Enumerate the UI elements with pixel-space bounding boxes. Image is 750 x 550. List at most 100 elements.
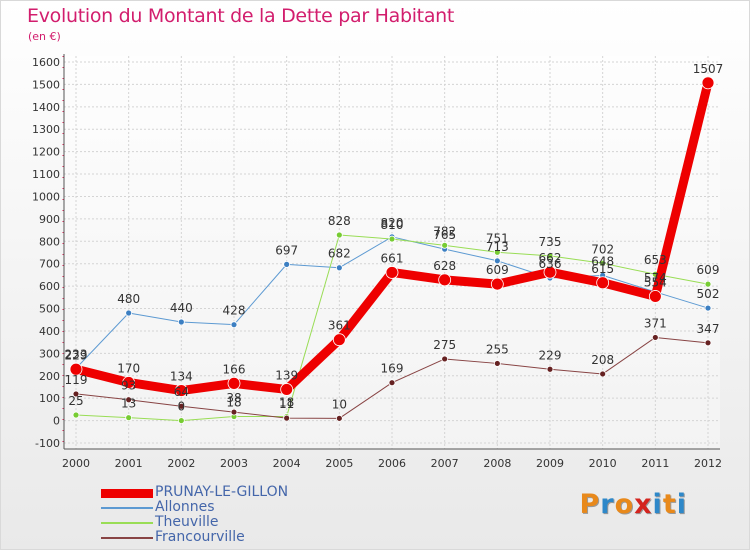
data-point-theuville (388, 235, 396, 243)
data-point-prunay-le-gillon (701, 76, 715, 90)
logo-letter: t (662, 489, 677, 520)
data-label-francourville: 255 (486, 342, 509, 356)
data-label-prunay-le-gillon: 1507 (693, 62, 724, 76)
y-tick-label: -100 (35, 437, 60, 450)
y-tick-label: 1000 (32, 190, 60, 203)
data-label-francourville: 347 (697, 322, 720, 336)
chart-subtitle: (en €) (28, 30, 61, 43)
data-point-francourville (493, 360, 501, 367)
data-label-allonnes: 697 (275, 243, 298, 257)
data-label-prunay-le-gillon: 170 (117, 361, 140, 375)
legend-label: PRUNAY-LE-GILLON (155, 484, 289, 500)
data-label-prunay-le-gillon: 628 (433, 259, 456, 273)
data-label-prunay-le-gillon: 554 (644, 275, 667, 289)
legend-item: Francourville (101, 530, 288, 545)
data-point-theuville (72, 411, 80, 419)
legend-swatch (101, 537, 153, 539)
data-label-francourville: 38 (226, 391, 241, 405)
y-tick-label: 1400 (32, 101, 60, 114)
data-point-prunay-le-gillon (648, 290, 662, 303)
x-tick-label: 2002 (167, 457, 195, 470)
data-label-allonnes: 233 (65, 347, 88, 361)
data-point-francourville (177, 402, 185, 410)
data-point-theuville (125, 414, 133, 422)
x-tick-label: 2008 (483, 457, 511, 470)
y-tick-label: 900 (39, 213, 60, 226)
data-label-theuville: 702 (591, 242, 614, 256)
legend-item: PRUNAY-LE-GILLON (101, 485, 288, 500)
y-tick-label: 1600 (32, 56, 60, 69)
legend-label: Francourville (155, 529, 245, 545)
data-point-theuville (704, 280, 712, 288)
data-label-theuville: 13 (121, 397, 136, 411)
data-label-theuville: 782 (433, 224, 456, 238)
data-label-francourville: 10 (332, 397, 347, 411)
y-tick-label: 1200 (32, 146, 60, 159)
logo-letter: r (600, 489, 615, 520)
data-point-theuville (546, 252, 554, 260)
logo-letter: o (614, 489, 635, 520)
legend-label: Allonnes (155, 499, 215, 515)
data-label-allonnes: 502 (697, 287, 720, 301)
data-point-prunay-le-gillon (122, 376, 136, 389)
data-label-allonnes: 480 (117, 292, 140, 306)
y-tick-label: 1100 (32, 168, 60, 181)
data-point-allonnes (125, 309, 133, 317)
data-point-prunay-le-gillon (543, 265, 557, 279)
data-label-prunay-le-gillon: 661 (381, 251, 404, 265)
x-tick-label: 2006 (378, 457, 406, 470)
data-point-theuville (599, 259, 607, 267)
data-label-francourville: 229 (539, 348, 562, 362)
x-tick-label: 2001 (115, 457, 143, 470)
data-label-allonnes: 636 (539, 257, 562, 271)
data-label-prunay-le-gillon: 134 (170, 370, 193, 384)
legend-swatch (101, 507, 153, 509)
proxiti-logo: Proxiti (579, 489, 687, 520)
y-tick-label: 300 (39, 347, 60, 360)
data-label-prunay-le-gillon: 229 (65, 348, 88, 362)
data-point-allonnes (177, 318, 185, 326)
data-label-theuville: 828 (328, 214, 351, 228)
logo-letter: x (634, 489, 653, 520)
y-tick-label: 200 (39, 370, 60, 383)
data-point-francourville (335, 414, 343, 422)
data-label-theuville: 810 (381, 218, 404, 232)
data-label-francourville: 93 (121, 379, 136, 393)
y-tick-label: 1500 (32, 78, 60, 91)
data-point-francourville (388, 379, 396, 387)
data-point-prunay-le-gillon (69, 362, 83, 376)
legend-swatch (101, 522, 153, 524)
data-point-francourville (651, 334, 659, 341)
data-label-theuville: 653 (644, 253, 667, 267)
data-point-francourville (599, 370, 607, 378)
data-point-prunay-le-gillon (227, 376, 241, 390)
data-label-francourville: 64 (174, 385, 189, 399)
data-point-francourville (72, 390, 80, 398)
data-label-allonnes: 574 (644, 271, 667, 285)
data-label-theuville: 18 (279, 396, 294, 410)
x-tick-label: 2011 (641, 457, 669, 470)
x-tick-label: 2007 (431, 457, 459, 470)
data-label-theuville: 751 (486, 231, 509, 245)
y-tick-label: 400 (39, 325, 60, 338)
data-point-francourville (125, 396, 133, 404)
data-label-francourville: 275 (433, 338, 456, 352)
y-tick-label: 1300 (32, 123, 60, 136)
data-label-francourville: 169 (381, 362, 404, 376)
data-point-allonnes (230, 321, 238, 329)
data-label-allonnes: 648 (591, 254, 614, 268)
data-label-francourville: 208 (591, 353, 614, 367)
x-tick-label: 2009 (536, 457, 564, 470)
data-label-prunay-le-gillon: 615 (591, 262, 614, 276)
data-point-francourville (704, 339, 712, 347)
data-label-prunay-le-gillon: 139 (275, 368, 298, 382)
x-tick-label: 2000 (62, 457, 90, 470)
x-tick-label: 2010 (589, 457, 617, 470)
data-label-prunay-le-gillon: 166 (223, 362, 246, 376)
data-label-theuville: 735 (539, 235, 562, 249)
data-point-theuville (335, 231, 343, 239)
data-point-prunay-le-gillon (174, 384, 188, 397)
y-tick-label: 700 (39, 258, 60, 271)
data-label-francourville: 119 (65, 373, 88, 387)
